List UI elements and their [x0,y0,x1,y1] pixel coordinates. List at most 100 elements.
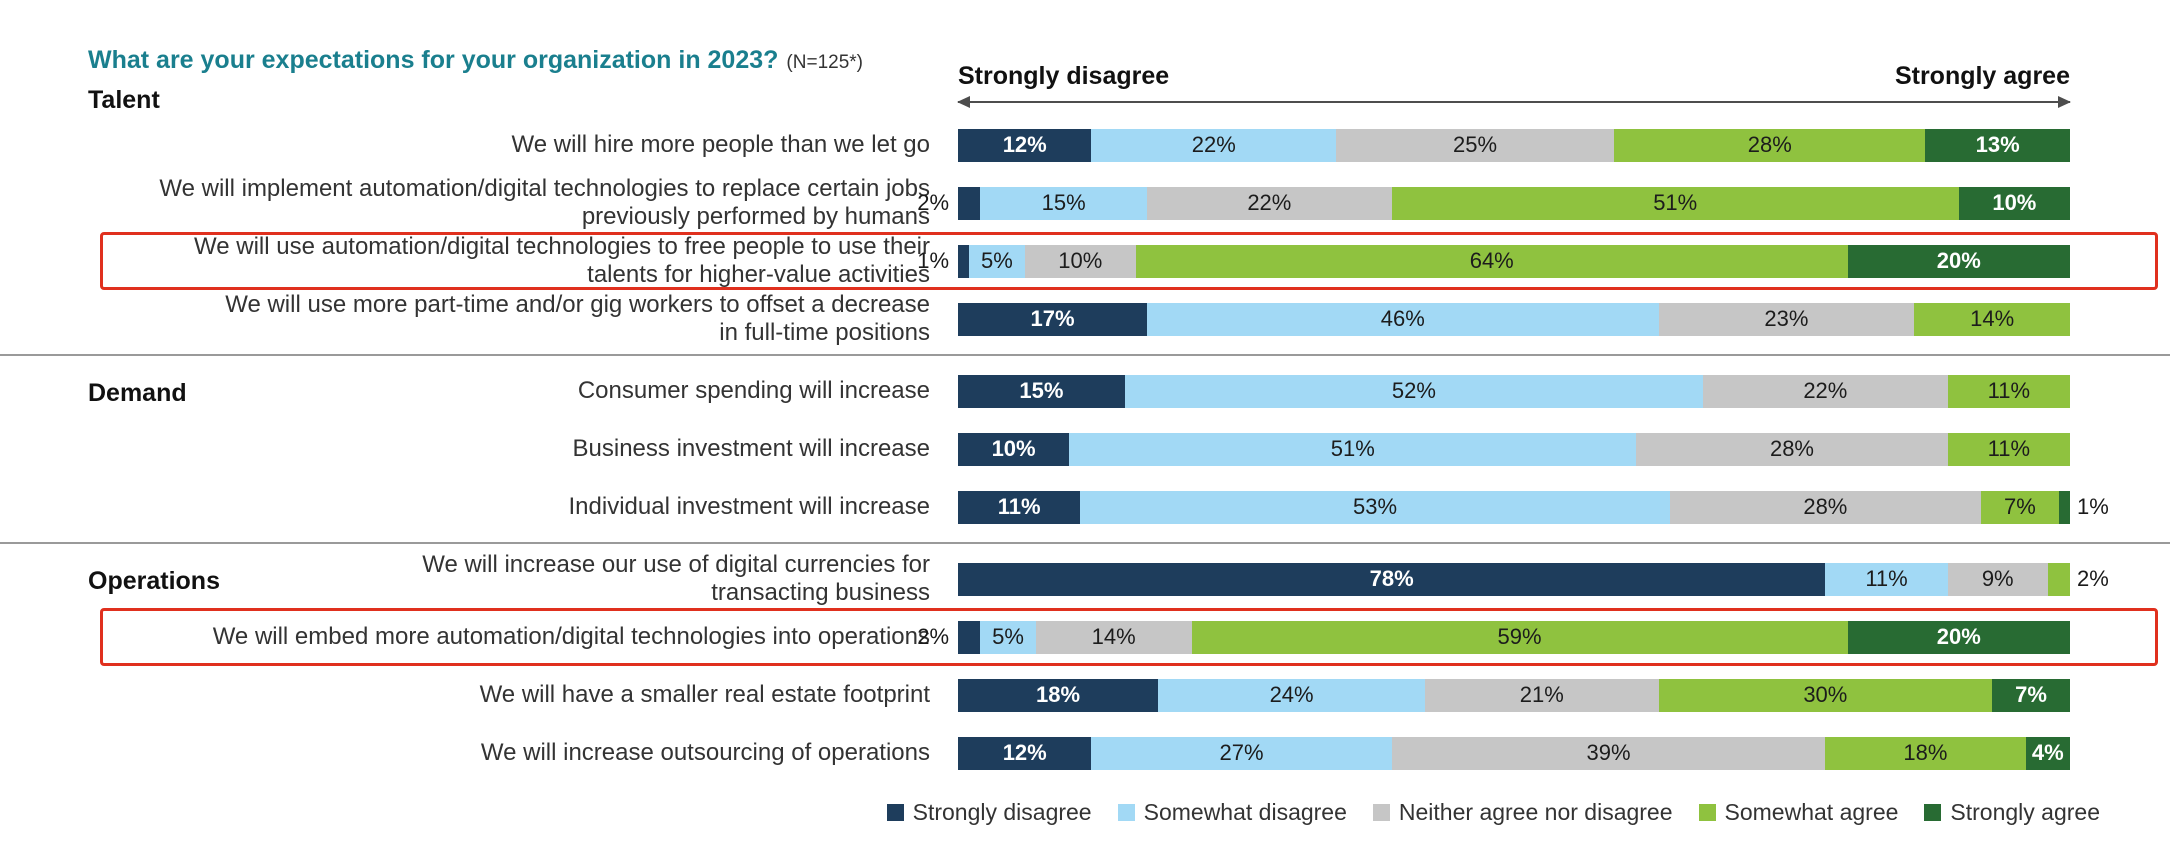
bar-segment: 11% [1947,432,2070,466]
bar-segment: 21% [1425,678,1659,712]
chart-row: We will have a smaller real estate footp… [0,666,2170,724]
legend: Strongly disagree Somewhat disagree Neithe… [886,799,2100,826]
bar-segment: 52% [1124,374,1704,408]
scale-labels: Strongly disagree Strongly agree [958,62,2070,91]
chart-body: Talent We will hire more people than we l… [0,86,2170,788]
bar-segment: 12% [958,128,1092,162]
legend-label: Neither agree nor disagree [1398,799,1673,825]
chart-row: Individual investment will increase 1% 11%… [0,478,2170,536]
section-operations: Operations We will increase our use of di… [0,542,2170,788]
chart-row: We will implement automation/digital tec… [0,174,2170,232]
legend-label: Somewhat agree [1724,799,1899,825]
bar-segment: 28% [1614,128,1926,162]
bar-segment: 53% [1080,490,1670,524]
legend-label: Strongly disagree [912,799,1092,825]
row-label: We will hire more people than we let go [511,130,930,158]
legend-swatch [1698,804,1716,821]
bar-segment: 28% [1669,490,1982,524]
bar-segments: 18% 24% 21% 30% 7% [958,678,2070,712]
bar-segment: 11% [1825,562,1948,596]
legend-item: Strongly disagree [886,799,1092,826]
legend-item: Somewhat disagree [1117,799,1347,826]
bar-segment: 5% [980,620,1036,654]
bar-segments: 12% 22% 25% 28% 13% [958,128,2070,162]
bar-segment: 10% [958,432,1070,466]
bar-segments: 5% 14% 59% 20% [958,620,2070,654]
bar-segment: 18% [958,678,1159,712]
bar-segments: 17% 46% 23% 14% [958,302,2070,336]
outside-value-label: 1% [917,248,949,273]
bar-segment [2047,562,2070,596]
scale-left-label: Strongly disagree [958,62,1170,90]
bar-segment: 10% [1958,186,2070,220]
bar-segment: 15% [980,186,1148,220]
sample-size: (N=125*) [786,52,863,73]
bar-segment: 25% [1336,128,1615,162]
legend-item: Neither agree nor disagree [1372,799,1673,826]
stacked-bar: 2% 5% 14% 59% 20% [917,620,2070,654]
bar-segment: 20% [1847,244,2070,278]
outside-value-label: 2% [2077,566,2109,591]
bar-segments: 15% 52% 22% 11% [958,374,2070,408]
bar-segment: 11% [1947,374,2070,408]
outside-value-label: 2% [917,190,949,215]
bar-segments: 11% 53% 28% 7% [958,490,2070,524]
row-label: We will increase outsourcing of operatio… [480,738,930,766]
stacked-bar: 2% 78% 11% 9% [958,562,2109,596]
bar-segments: 5% 10% 64% 20% [958,244,2070,278]
legend-item: Strongly agree [1924,799,2100,826]
row-label: We will increase our use of digital curr… [422,550,930,606]
bar-segment: 5% [969,244,1025,278]
bar-segment: 13% [1925,128,2070,162]
bar-segment: 7% [1992,678,2070,712]
row-label: We will use automation/digital technolog… [194,232,930,288]
bar-segment: 17% [958,302,1148,336]
bar-segment [2058,490,2070,524]
chart-row: We will use more part-time and/or gig wo… [0,290,2170,348]
bar-segment: 39% [1391,736,1826,770]
bar-segment: 12% [958,736,1092,770]
chart-row: We will use automation/digital technolog… [0,232,2170,290]
bar-segment: 20% [1847,620,2070,654]
legend-swatch [886,804,904,821]
bar-segment [958,620,981,654]
bar-segment: 4% [2025,736,2070,770]
bar-segment: 51% [1391,186,1959,220]
legend-label: Somewhat disagree [1143,799,1347,825]
bar-segment [958,186,981,220]
bar-segment: 14% [1035,620,1192,654]
chart-row: We will hire more people than we let go 1… [0,116,2170,174]
bar-segments: 15% 22% 51% 10% [958,186,2070,220]
bar-segments: 12% 27% 39% 18% 4% [958,736,2070,770]
bar-segment: 14% [1914,302,2070,336]
section-label: Talent [88,86,160,114]
row-label: Consumer spending will increase [577,376,930,404]
bar-segment: 23% [1658,302,1915,336]
title-question: What are your expectations for your orga… [88,46,779,74]
stacked-bar: 2% 15% 22% 51% 10% [917,186,2070,220]
bar-segment: 27% [1091,736,1392,770]
section-label: Demand [88,379,187,407]
chart-row: Consumer spending will increase 15% 52% 22%… [0,362,2170,420]
bar-segment [958,244,970,278]
row-label: We will embed more automation/digital te… [212,622,930,650]
stacked-bar: 18% 24% 21% 30% 7% [958,678,2070,712]
row-label: We will use more part-time and/or gig wo… [225,290,930,346]
chart-row: We will increase our use of digital curr… [0,550,2170,608]
section-label: Operations [88,567,220,595]
bar-segment: 9% [1947,562,2048,596]
bar-segments: 78% 11% 9% [958,562,2070,596]
bar-segment: 18% [1825,736,2026,770]
legend-swatch [1924,804,1942,821]
stacked-bar: 15% 52% 22% 11% [958,374,2070,408]
stacked-bar: 1% 11% 53% 28% 7% [958,490,2109,524]
row-label: We will have a smaller real estate footp… [479,680,930,708]
bar-segment: 78% [958,562,1826,596]
row-label: Individual investment will increase [568,492,931,520]
scale-right-label: Strongly agree [1894,62,2070,90]
chart-title: What are your expectations for your orga… [88,46,863,75]
outside-value-label: 2% [917,624,949,649]
bar-segment: 30% [1658,678,1993,712]
bar-segment: 51% [1069,432,1637,466]
